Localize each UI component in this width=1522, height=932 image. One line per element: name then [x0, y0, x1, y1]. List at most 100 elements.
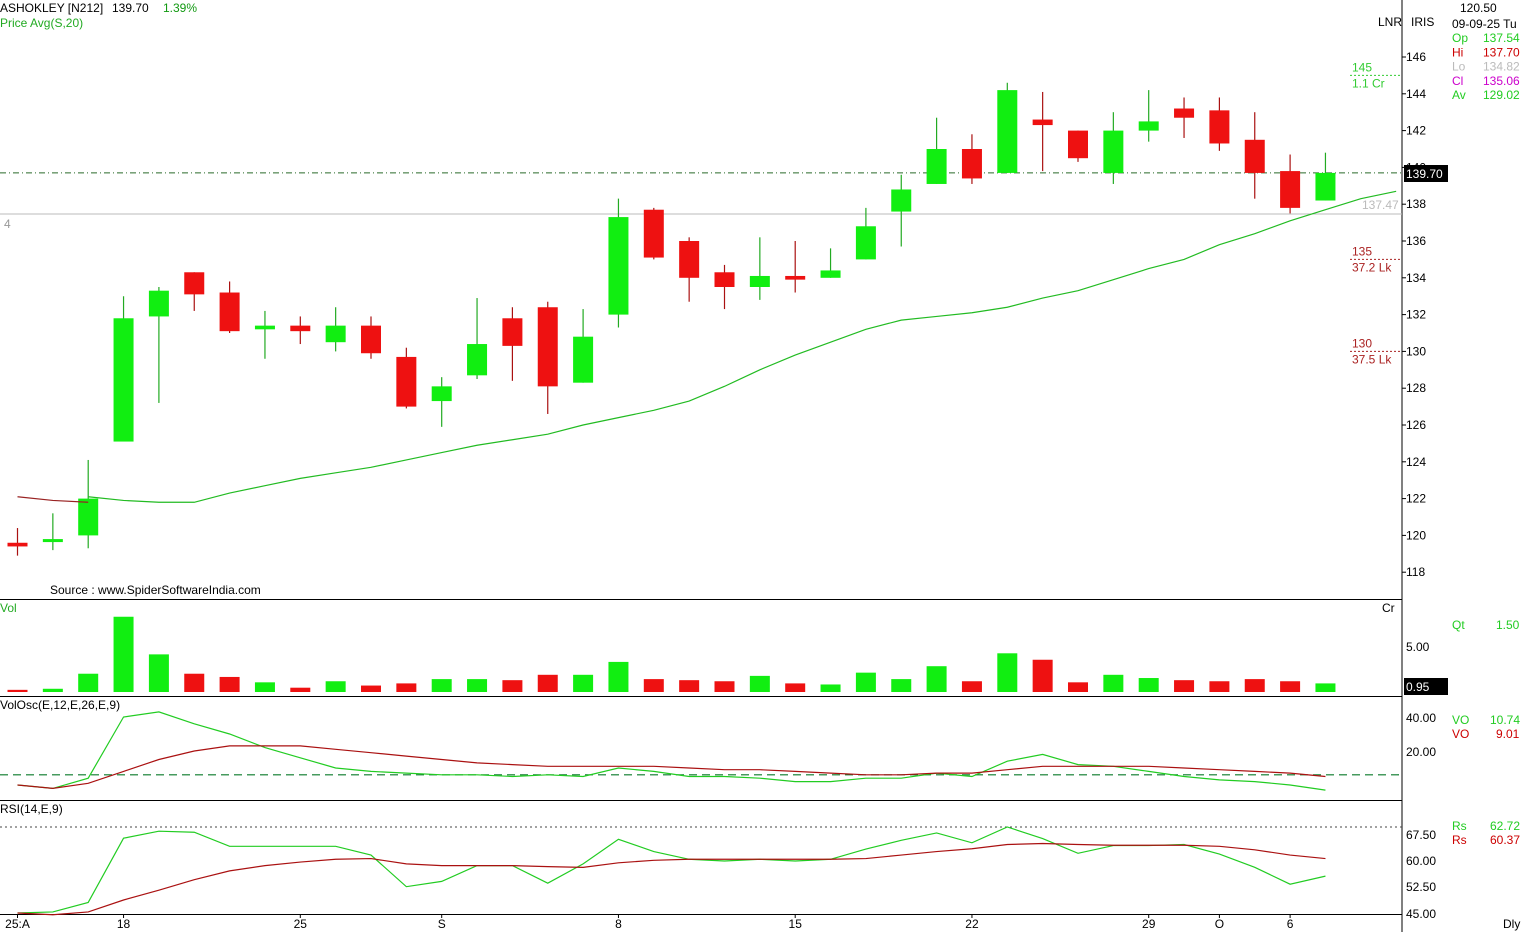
candle: [608, 198, 629, 328]
rsi-label: RSI(14,E,9): [0, 802, 63, 816]
x-tick-label: 25: [294, 917, 308, 931]
candle: [679, 237, 700, 302]
volume-bar: [113, 616, 134, 692]
volume-bar: [42, 688, 63, 692]
candle: [714, 264, 735, 310]
candle: [785, 241, 806, 293]
volosc-readout-value-2: 9.01: [1496, 727, 1520, 741]
ohlc-readout: Op 137.54 Hi 137.70 Lo 134.82 Cl 135.06 Av 129.02: [1452, 31, 1520, 102]
candle-body: [1315, 172, 1336, 201]
volosc-signal-line: [17, 745, 1326, 790]
ohlc-value: 129.02: [1483, 88, 1520, 102]
volume-bar: [961, 681, 982, 692]
x-tick-label: 22: [965, 917, 979, 931]
volosc-tick-20: 20.00: [1406, 745, 1436, 759]
candle: [219, 281, 240, 333]
volume-bar: [219, 676, 240, 692]
candle-body: [1068, 130, 1088, 159]
volume-bar: [749, 675, 770, 692]
volume-bar: [1103, 674, 1124, 692]
candle: [290, 316, 311, 345]
price-avg-line: [88, 190, 1397, 503]
rsi-readout-value-2: 60.37: [1490, 833, 1520, 847]
candle: [537, 301, 558, 414]
candle: [749, 237, 770, 300]
volume-bar: [926, 666, 947, 692]
candle: [820, 248, 841, 278]
candle-body: [714, 272, 735, 287]
volume-bar: [325, 681, 346, 692]
price-tick-label: 130: [1406, 344, 1426, 358]
price-tick-label: 144: [1406, 87, 1426, 101]
volume-bar: [997, 653, 1018, 692]
volume-bar: [254, 682, 275, 692]
candle-body: [431, 386, 452, 402]
rsi-readout-value-1: 62.72: [1490, 819, 1520, 833]
qt-value: 1.50: [1496, 618, 1520, 632]
symbol-label: ASHOKLEY [N212]: [0, 1, 103, 15]
candle: [502, 307, 523, 381]
volume-bar: [361, 685, 381, 692]
volume-bar: [1280, 681, 1301, 692]
candle-body: [785, 275, 806, 280]
volume-bar: [891, 679, 912, 692]
rsi-tick-60: 60.00: [1406, 854, 1436, 868]
candle-body: [1032, 119, 1053, 126]
volosc-tick-40: 40.00: [1406, 711, 1436, 725]
volosc-label: VolOsc(E,12,E,26,E,9): [0, 698, 120, 712]
last-price-box: [1404, 165, 1448, 182]
last-price-box-label: 139.70: [1406, 167, 1443, 181]
source-label: Source : www.SpiderSoftwareIndia.com: [50, 583, 261, 597]
volume-bar: [785, 683, 806, 692]
candle-body: [537, 307, 558, 387]
candles-layer: [7, 82, 1336, 556]
volume-bar: [855, 672, 876, 692]
candle: [891, 174, 912, 247]
ohlc-value: 137.54: [1483, 31, 1520, 45]
volume-bar: [1138, 678, 1159, 692]
candle: [184, 272, 205, 311]
indicator-label: Price Avg(S,20): [0, 16, 83, 30]
x-tick-label: 8: [615, 917, 622, 931]
volume-bar: [820, 684, 841, 692]
price-tick-label: 138: [1406, 197, 1426, 211]
price-tick-label: 136: [1406, 234, 1426, 248]
level-qty: 37.2 Lk: [1352, 260, 1392, 274]
candle-body: [396, 356, 417, 407]
candle-body: [643, 209, 664, 258]
volume-bar: [714, 681, 735, 692]
candle-body: [184, 272, 205, 295]
volume-bar: [78, 673, 99, 692]
ohlc-label: Lo: [1452, 60, 1466, 74]
candle: [431, 377, 452, 427]
candle-body: [679, 241, 700, 278]
candle: [1068, 130, 1088, 162]
price-level-annotations: 145 1.1 Cr 135 37.2 Lk 130 37.5 Lk: [1350, 60, 1402, 366]
rsi-tick-52: 52.50: [1406, 880, 1436, 894]
iris-label: IRIS: [1411, 15, 1434, 29]
avg-price-marker: 137.47: [1362, 198, 1399, 212]
volume-bar: [679, 680, 700, 692]
rsi-signal-line: [17, 842, 1326, 916]
candle-body: [1280, 171, 1301, 208]
volume-bar: [502, 680, 523, 692]
volume-bar: [1209, 681, 1230, 692]
volume-last-box: [1404, 678, 1448, 695]
candle: [42, 513, 63, 551]
candle: [643, 207, 664, 260]
x-tick-label: 29: [1142, 917, 1156, 931]
candle-body: [325, 325, 346, 343]
volume-bar: [148, 654, 169, 692]
x-tick-label: S: [438, 917, 446, 931]
volume-bar: [7, 689, 28, 692]
candle-body: [7, 542, 28, 547]
candle: [1244, 112, 1265, 199]
candle: [396, 347, 417, 409]
volume-bar: [573, 674, 594, 692]
x-axis-labels: 25:A 18 25 S 8 15 22 29 O 6: [5, 914, 1294, 931]
price-tick-label: 118: [1406, 565, 1425, 579]
candle-body: [148, 290, 169, 317]
corner-value: 120.50: [1460, 1, 1497, 15]
volume-bar: [643, 679, 664, 692]
